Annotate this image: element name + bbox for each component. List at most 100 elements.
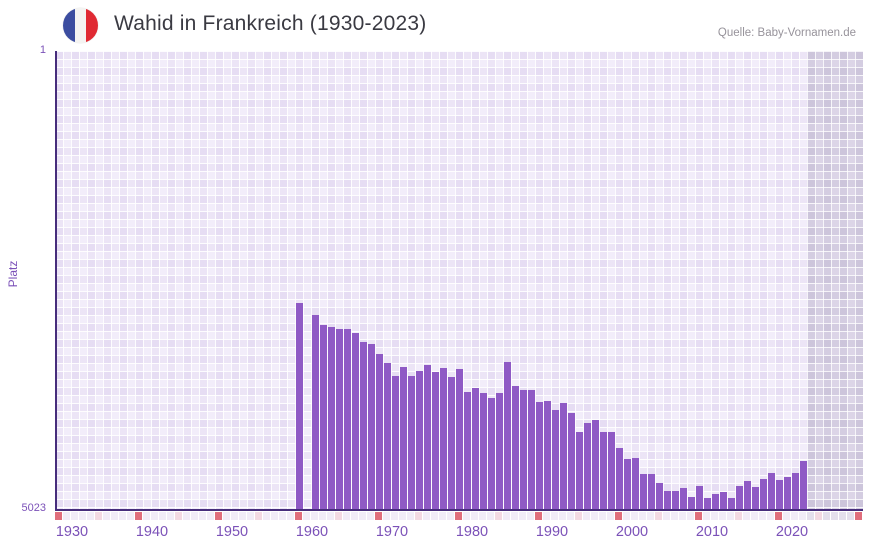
- bar-1993[interactable]: [560, 402, 567, 509]
- y-axis-tick-top: 1: [39, 44, 46, 56]
- bar-2021[interactable]: [784, 476, 791, 509]
- bar-2020[interactable]: [776, 479, 783, 509]
- bar-1964[interactable]: [328, 326, 335, 509]
- source-attribution: Quelle: Baby-Vornamen.de: [717, 27, 856, 39]
- bar-1965[interactable]: [336, 328, 343, 509]
- year-cell-1946: [183, 512, 190, 520]
- year-cell-1945: [175, 512, 182, 520]
- year-cell-2002: [631, 512, 638, 520]
- x-axis-line: [55, 509, 863, 511]
- year-cell-1951: [223, 512, 230, 520]
- year-cell-2008: [679, 512, 686, 520]
- bar-2022[interactable]: [792, 472, 799, 509]
- bar-2004[interactable]: [648, 473, 655, 509]
- x-axis-tick-1970: 1970: [375, 524, 409, 540]
- bar-2015[interactable]: [736, 485, 743, 509]
- bar-2019[interactable]: [768, 472, 775, 509]
- year-cell-1937: [111, 512, 118, 520]
- x-axis-tick-1990: 1990: [535, 524, 569, 540]
- year-cell-1935: [95, 512, 102, 520]
- bar-1989[interactable]: [528, 389, 535, 509]
- bar-1966[interactable]: [344, 328, 351, 509]
- year-cell-1957: [271, 512, 278, 520]
- bar-1987[interactable]: [512, 385, 519, 509]
- x-axis-tick-2000: 2000: [615, 524, 649, 540]
- bar-1998[interactable]: [600, 431, 607, 509]
- bar-2012[interactable]: [712, 493, 719, 509]
- year-cell-1979: [447, 512, 454, 520]
- year-cell-2019: [767, 512, 774, 520]
- bar-1996[interactable]: [584, 422, 591, 509]
- x-axis-labels: 1930 1940 1950 1960 1970 1980 1990 2000 2010 2020: [55, 524, 863, 544]
- bar-1978[interactable]: [440, 368, 447, 509]
- bar-2008[interactable]: [680, 488, 687, 509]
- bar-1972[interactable]: [392, 375, 399, 509]
- year-cell-2026: [823, 512, 830, 520]
- bar-2013[interactable]: [720, 491, 727, 509]
- year-cell-1967: [351, 512, 358, 520]
- bar-1962[interactable]: [312, 314, 319, 509]
- bar-2014[interactable]: [728, 498, 735, 509]
- bar-1963[interactable]: [320, 324, 327, 509]
- bar-1983[interactable]: [480, 393, 487, 509]
- bar-1979[interactable]: [448, 376, 455, 509]
- year-cell-2018: [759, 512, 766, 520]
- bar-1986[interactable]: [504, 361, 511, 509]
- year-cell-2020: [775, 512, 782, 520]
- year-cell-1961: [303, 512, 310, 520]
- bar-1971[interactable]: [384, 363, 391, 509]
- bar-1980[interactable]: [456, 369, 463, 509]
- bar-2009[interactable]: [688, 496, 695, 509]
- bar-1973[interactable]: [400, 367, 407, 509]
- year-cell-1968: [359, 512, 366, 520]
- bar-2010[interactable]: [696, 486, 703, 509]
- year-cell-1943: [159, 512, 166, 520]
- bar-1970[interactable]: [376, 353, 383, 509]
- x-axis-tick-1960: 1960: [295, 524, 329, 540]
- bar-2007[interactable]: [672, 491, 679, 509]
- bar-2005[interactable]: [656, 482, 663, 509]
- bar-1968[interactable]: [360, 341, 367, 509]
- bar-1974[interactable]: [408, 375, 415, 509]
- bar-1990[interactable]: [536, 401, 543, 509]
- year-cell-2007: [671, 512, 678, 520]
- bar-2011[interactable]: [704, 498, 711, 509]
- year-cell-1989: [527, 512, 534, 520]
- bar-1995[interactable]: [576, 431, 583, 509]
- bar-2000[interactable]: [616, 448, 623, 509]
- bar-2018[interactable]: [760, 479, 767, 509]
- bar-1994[interactable]: [568, 413, 575, 509]
- bar-1976[interactable]: [424, 365, 431, 509]
- future-years-shaded-band: [807, 51, 863, 509]
- bar-1977[interactable]: [432, 372, 439, 509]
- bar-1992[interactable]: [552, 409, 559, 509]
- year-cell-1934: [87, 512, 94, 520]
- bar-1975[interactable]: [416, 370, 423, 509]
- bar-2006[interactable]: [664, 490, 671, 509]
- bar-2017[interactable]: [752, 487, 759, 509]
- bar-1969[interactable]: [368, 343, 375, 509]
- year-cell-2006: [663, 512, 670, 520]
- bar-1981[interactable]: [464, 391, 471, 509]
- bar-1999[interactable]: [608, 432, 615, 509]
- bar-2001[interactable]: [624, 458, 631, 509]
- bar-1991[interactable]: [544, 400, 551, 509]
- bar-2002[interactable]: [632, 458, 639, 509]
- year-cell-1977: [431, 512, 438, 520]
- bar-1988[interactable]: [520, 389, 527, 509]
- bar-1982[interactable]: [472, 387, 479, 509]
- plot-area: [55, 51, 863, 509]
- year-cell-1948: [199, 512, 206, 520]
- bar-1985[interactable]: [496, 393, 503, 509]
- bar-2023[interactable]: [800, 460, 807, 509]
- year-cell-1980: [455, 512, 462, 520]
- year-cell-1962: [311, 512, 318, 520]
- bar-2016[interactable]: [744, 480, 751, 509]
- bar-1984[interactable]: [488, 398, 495, 509]
- bar-1997[interactable]: [592, 420, 599, 509]
- bar-1960[interactable]: [296, 302, 303, 509]
- year-cell-1997: [591, 512, 598, 520]
- bar-2003[interactable]: [640, 474, 647, 509]
- bar-1967[interactable]: [352, 333, 359, 509]
